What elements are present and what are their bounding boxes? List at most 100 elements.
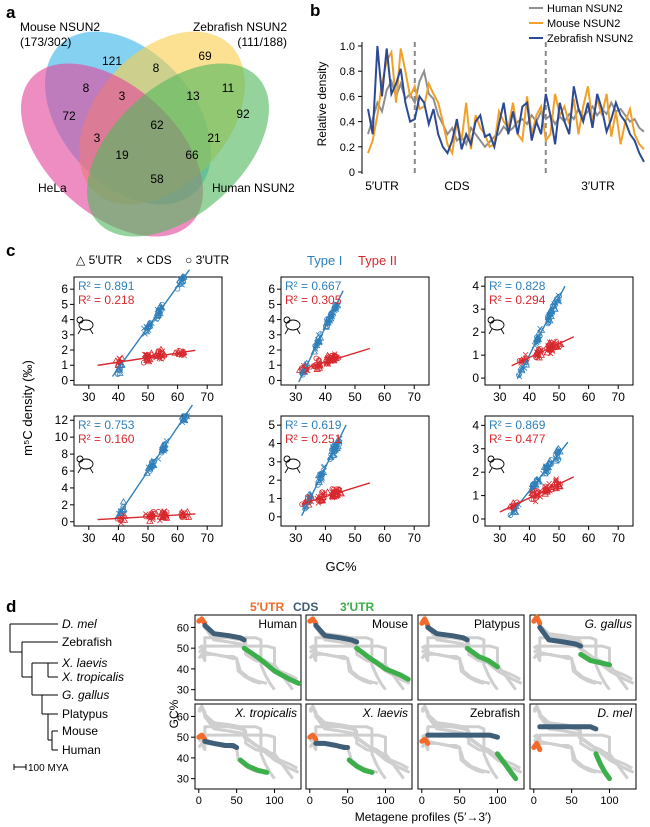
- d-y-tick-label: 40: [177, 753, 189, 765]
- c-legend: △ 5′UTR × CDS ○ 3′UTR Type I Type II: [76, 253, 397, 268]
- c-legend-type1: Type I: [307, 253, 342, 268]
- organism-legs-icon: [488, 328, 505, 335]
- venn-region-value: 3: [94, 131, 101, 145]
- c-r2-type2: R² = 0.160: [78, 432, 135, 446]
- d-profile-cds: [537, 624, 584, 649]
- c-point-5utr: [159, 513, 167, 521]
- d-background-profile: [420, 704, 498, 756]
- c-point-cds: [535, 354, 541, 361]
- d-profile-utr3: [593, 751, 612, 782]
- c-x-tick-label: 70: [408, 390, 422, 404]
- c-fit-line-type1: [508, 441, 569, 518]
- d-subplot-ggallus: G. gallus: [529, 614, 637, 701]
- c-y-tick-label: 5: [268, 297, 275, 311]
- c-fit-line-type1: [114, 404, 193, 520]
- venn-region-value: 13: [186, 89, 200, 103]
- c-point-cds: [522, 351, 529, 358]
- c-r2-type1: R² = 0.828: [489, 279, 546, 293]
- c-x-tick-label: 30: [493, 531, 507, 545]
- c-y-tick-label: 6: [268, 282, 275, 296]
- venn-label-mouse-count: (173/302): [20, 35, 71, 49]
- c-point-5utr: [535, 477, 544, 485]
- c-point-3utr: [531, 482, 537, 489]
- d-plot-frame: [305, 614, 413, 701]
- d-profile-utr5: [307, 616, 319, 626]
- organism-legs-icon: [488, 467, 505, 474]
- organism-legs-icon: [77, 467, 94, 474]
- d-profile-utr3: [354, 645, 411, 682]
- b-series-line: [367, 67, 645, 149]
- d-y-tick-label: 30: [177, 774, 189, 786]
- c-y-tick-label: 3: [61, 328, 68, 342]
- c-fit-line-type2: [511, 336, 575, 367]
- c-legend-type2: Type II: [358, 253, 397, 268]
- tree-label-xtropicalis: X. tropicalis: [61, 670, 124, 684]
- venn-region-value: 69: [198, 49, 212, 63]
- b-y-axis: 0 0.2 0.4 0.6 0.8 1.0: [340, 41, 363, 179]
- venn-region-value: 92: [236, 107, 250, 121]
- d-plot-frame: [194, 614, 302, 701]
- d-profile-cds: [202, 738, 240, 750]
- d-profile-utr5: [419, 736, 431, 746]
- c-x-tick-label: 50: [141, 531, 155, 545]
- d-y-tick-label: 60: [177, 711, 189, 723]
- tree-label-mouse: Mouse: [62, 724, 98, 738]
- venn-label-hela: HeLa: [38, 181, 67, 195]
- c-point-5utr: [313, 365, 321, 372]
- c-point-cds: [329, 494, 336, 501]
- panel-label-a: a: [6, 3, 16, 22]
- b-legend-label: Zebrafish NSUN2: [547, 33, 633, 45]
- d-profile-utr3: [346, 757, 375, 775]
- d-subplot-title: X. laevis: [362, 706, 408, 720]
- d-background-profile: [308, 704, 386, 756]
- d-subplot-mouse: Mouse: [305, 614, 413, 701]
- c-r2-type2: R² = 0.218: [78, 293, 135, 307]
- tree-label-xlaevis: X. laevis: [61, 656, 107, 670]
- c-y-tick-label: 3: [472, 302, 479, 316]
- d-background-profile: [532, 704, 610, 756]
- c-y-tick-label: 4: [268, 313, 275, 327]
- venn-region-value: 58: [150, 172, 164, 186]
- organism-head-icon: [283, 455, 291, 463]
- venn-region-value: 19: [115, 148, 129, 162]
- d-profile-utr5: [419, 616, 431, 628]
- c-y-tick-label: 0: [472, 512, 479, 526]
- d-background-profile: [197, 636, 276, 691]
- d-x-tick-label: 50: [566, 795, 578, 807]
- c-point-5utr: [546, 456, 554, 464]
- c-y-tick-label: 6: [61, 464, 68, 478]
- d-profile-utr5: [531, 740, 543, 753]
- d-profile-cds: [425, 732, 500, 740]
- tree-label-ggallus: G. gallus: [62, 688, 109, 702]
- c-x-axis-label: GC%: [325, 559, 357, 574]
- c-x-tick-label: 30: [289, 531, 303, 545]
- c-point-5utr: [511, 508, 520, 515]
- venn-region-value: 8: [83, 81, 90, 95]
- d-background-profile: [197, 725, 276, 780]
- c-x-tick-label: 30: [82, 531, 96, 545]
- c-point-5utr: [555, 482, 563, 489]
- c-point-3utr: [177, 279, 183, 285]
- c-point-5utr: [326, 453, 335, 461]
- c-y-tick-label: 6: [61, 282, 68, 296]
- c-y-tick-label: 2: [268, 473, 275, 487]
- organism-head-icon: [487, 316, 495, 324]
- c-x-tick-label: 30: [289, 390, 303, 404]
- b-y-tick-label: 0.2: [340, 142, 355, 154]
- c-x-tick-label: 60: [582, 390, 596, 404]
- c-point-5utr: [143, 353, 151, 360]
- c-y-tick-label: 1: [61, 358, 68, 372]
- line-chart-b: b Relative density 0 0.2 0.4 0.6 0.8 1.0 5′UT…: [310, 1, 645, 193]
- c-fit-line-type2: [97, 349, 196, 367]
- c-point-5utr: [146, 517, 154, 524]
- c-point-5utr: [319, 468, 328, 475]
- d-x-tick-label: 100: [265, 795, 283, 807]
- c-y-tick-label: 2: [472, 465, 479, 479]
- d-background-profile: [420, 733, 491, 774]
- c-y-tick-label: 1: [268, 492, 275, 506]
- d-y-axis-label: GC%: [167, 699, 181, 728]
- c-y-tick-label: 1: [472, 489, 479, 503]
- c-point-5utr: [546, 316, 554, 324]
- b-y-tick-label: 0: [349, 167, 355, 179]
- c-fit-line-type2: [499, 476, 575, 513]
